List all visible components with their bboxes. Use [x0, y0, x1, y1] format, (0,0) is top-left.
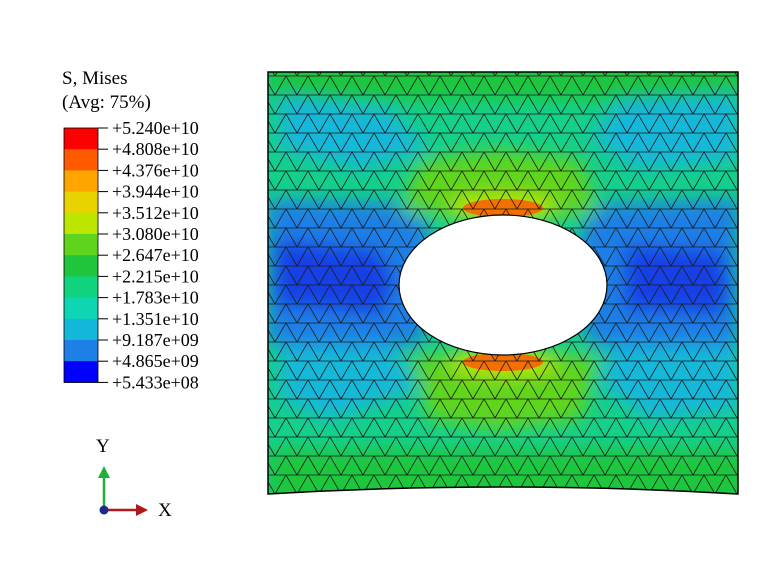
legend-band [64, 191, 98, 214]
plate-contour [268, 72, 738, 494]
legend-value-label: +2.215e+10 [112, 266, 199, 286]
legend-color-bands [63, 127, 99, 383]
triad-y-arrowhead [98, 466, 110, 478]
coordinate-triad: Y X [96, 436, 172, 521]
legend-value-label: +3.512e+10 [112, 203, 199, 223]
legend-value-label: +1.783e+10 [112, 288, 199, 308]
legend-band [64, 149, 98, 171]
legend-value-label: +3.944e+10 [112, 182, 199, 202]
legend-band [64, 361, 98, 383]
legend-band [64, 340, 98, 362]
legend-band [64, 297, 98, 320]
legend-value-label: +9.187e+09 [112, 330, 199, 350]
legend-value-label: +5.433e+08 [112, 372, 199, 392]
triad-y-label: Y [96, 436, 110, 457]
legend-band [64, 128, 98, 150]
legend-value-label: +4.865e+09 [112, 351, 199, 371]
legend-band [64, 255, 98, 277]
legend-band [64, 170, 98, 192]
legend: S, Mises (Avg: 75%) +5.240e+10+4.808e+10… [62, 68, 199, 392]
triad-z-axis-dot [99, 505, 109, 515]
legend-value-label: +3.080e+10 [112, 224, 199, 244]
legend-value-labels: +5.240e+10+4.808e+10+4.376e+10+3.944e+10… [98, 118, 199, 392]
legend-value-label: +2.647e+10 [112, 245, 199, 265]
plate-hole [398, 214, 608, 356]
legend-value-label: +1.351e+10 [112, 309, 199, 329]
legend-title: S, Mises [62, 68, 127, 89]
legend-subtitle: (Avg: 75%) [62, 92, 151, 113]
legend-band [64, 276, 98, 298]
legend-band [64, 318, 98, 341]
triad-x-label: X [158, 500, 172, 521]
plate-outline [267, 71, 739, 495]
legend-value-label: +4.808e+10 [112, 139, 199, 159]
legend-value-label: +5.240e+10 [112, 118, 199, 138]
triad-x-arrowhead [136, 504, 148, 516]
legend-value-label: +4.376e+10 [112, 160, 199, 180]
legend-band [64, 212, 98, 235]
legend-band [64, 234, 98, 256]
